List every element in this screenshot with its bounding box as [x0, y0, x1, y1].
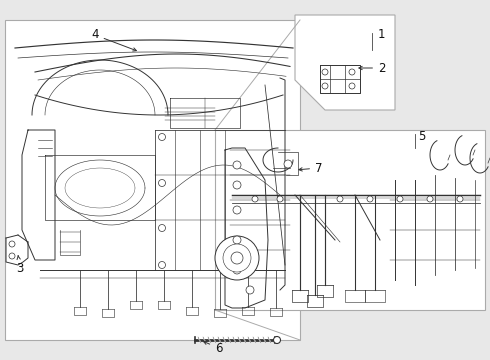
Circle shape: [233, 161, 241, 169]
Circle shape: [457, 196, 463, 202]
Circle shape: [397, 196, 403, 202]
Circle shape: [233, 236, 241, 244]
Text: 3: 3: [16, 256, 24, 274]
Polygon shape: [295, 15, 395, 110]
Text: 6: 6: [203, 341, 222, 355]
Text: 1: 1: [378, 28, 386, 41]
Circle shape: [215, 236, 259, 280]
Circle shape: [158, 180, 166, 186]
Text: 2: 2: [359, 62, 386, 75]
Circle shape: [322, 83, 328, 89]
Circle shape: [158, 134, 166, 140]
Circle shape: [233, 266, 241, 274]
Circle shape: [337, 196, 343, 202]
Circle shape: [277, 196, 283, 202]
Circle shape: [158, 225, 166, 231]
Circle shape: [284, 160, 292, 168]
Circle shape: [233, 206, 241, 214]
Circle shape: [9, 253, 15, 259]
Text: 5: 5: [418, 130, 425, 143]
Circle shape: [427, 196, 433, 202]
Text: 4: 4: [91, 28, 136, 51]
Circle shape: [349, 83, 355, 89]
Circle shape: [322, 69, 328, 75]
Circle shape: [349, 69, 355, 75]
Circle shape: [273, 337, 280, 343]
Circle shape: [231, 252, 243, 264]
Circle shape: [246, 286, 254, 294]
Circle shape: [223, 244, 251, 272]
Circle shape: [252, 196, 258, 202]
Circle shape: [158, 261, 166, 269]
Circle shape: [233, 181, 241, 189]
Text: 7: 7: [299, 162, 322, 175]
Bar: [5, 20, 300, 340]
Bar: [215, 130, 485, 310]
Circle shape: [9, 241, 15, 247]
Circle shape: [367, 196, 373, 202]
